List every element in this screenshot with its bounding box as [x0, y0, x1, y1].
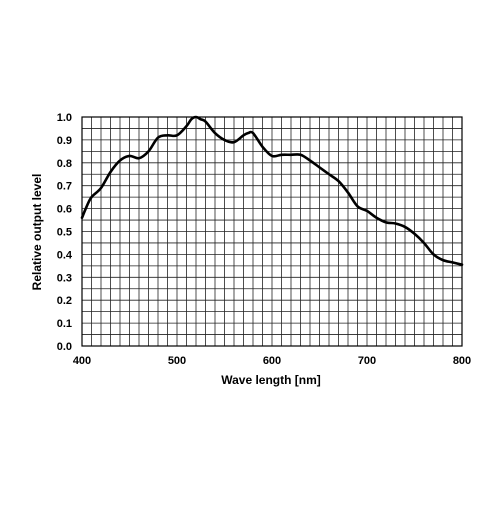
x-tick-label: 400 — [73, 355, 91, 367]
y-tick-label: 0.1 — [57, 318, 72, 330]
y-tick-label: 1.0 — [57, 112, 72, 124]
y-tick-label: 0.6 — [57, 204, 72, 216]
grid — [82, 117, 462, 346]
y-tick-label: 0.0 — [57, 341, 72, 353]
plot-border — [81, 116, 463, 347]
x-tick-label: 800 — [453, 355, 471, 367]
x-axis-label: Wave length [nm] — [221, 373, 321, 387]
x-axis-ticks: 400 500 600 700 800 — [73, 355, 471, 367]
y-axis-label: Relative output level — [30, 174, 44, 291]
x-tick-label: 600 — [263, 355, 281, 367]
y-tick-label: 0.9 — [57, 135, 72, 147]
y-tick-label: 0.8 — [57, 158, 72, 170]
series-layer — [80, 115, 464, 266]
y-tick-label: 0.4 — [57, 249, 73, 261]
y-tick-label: 0.2 — [57, 295, 72, 307]
y-tick-label: 0.3 — [57, 272, 72, 284]
y-tick-label: 0.7 — [57, 181, 72, 193]
x-tick-label: 500 — [168, 355, 186, 367]
x-tick-label: 700 — [358, 355, 376, 367]
y-axis-ticks: 0.0 0.1 0.2 0.3 0.4 0.5 0.6 0.7 0.8 0.9 1.0 — [57, 112, 73, 353]
y-tick-label: 0.5 — [57, 227, 72, 239]
plot-frame — [81, 116, 463, 347]
series-line-0 — [80, 115, 464, 266]
